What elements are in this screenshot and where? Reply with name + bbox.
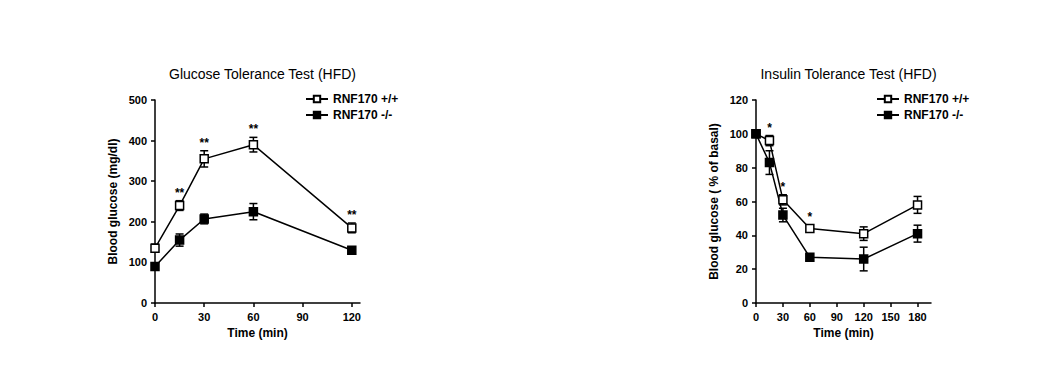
svg-text:60: 60 — [804, 311, 816, 323]
svg-text:80: 80 — [736, 162, 748, 174]
svg-text:120: 120 — [855, 311, 873, 323]
svg-text:Time (min): Time (min) — [227, 326, 287, 340]
svg-text:300: 300 — [129, 175, 147, 187]
svg-text:**: ** — [200, 136, 210, 150]
svg-text:60: 60 — [736, 196, 748, 208]
svg-text:0: 0 — [141, 297, 147, 309]
svg-text:*: * — [808, 210, 813, 224]
svg-text:30: 30 — [777, 311, 789, 323]
svg-text:90: 90 — [831, 311, 843, 323]
svg-text:Blood glucose ( % of basal): Blood glucose ( % of basal) — [707, 123, 721, 280]
svg-text:Glucose Tolerance Test (HFD): Glucose Tolerance Test (HFD) — [169, 66, 356, 82]
svg-text:Insulin Tolerance Test (HFD): Insulin Tolerance Test (HFD) — [760, 66, 936, 82]
svg-text:RNF170 -/-: RNF170 -/- — [904, 108, 963, 122]
svg-text:Time (min): Time (min) — [813, 326, 873, 340]
svg-text:RNF170 +/+: RNF170 +/+ — [904, 92, 969, 106]
svg-text:*: * — [781, 180, 786, 194]
svg-text:400: 400 — [129, 135, 147, 147]
svg-text:Blood glucose (mg/dl): Blood glucose (mg/dl) — [106, 139, 120, 265]
svg-text:RNF170 -/-: RNF170 -/- — [333, 108, 392, 122]
svg-text:0: 0 — [152, 311, 158, 323]
svg-text:**: ** — [175, 186, 185, 200]
svg-text:40: 40 — [736, 229, 748, 241]
svg-text:200: 200 — [129, 216, 147, 228]
svg-text:**: ** — [249, 122, 259, 136]
svg-text:0: 0 — [753, 311, 759, 323]
svg-text:120: 120 — [343, 311, 361, 323]
svg-text:100: 100 — [730, 128, 748, 140]
svg-text:90: 90 — [296, 311, 308, 323]
svg-text:0: 0 — [742, 297, 748, 309]
svg-text:100: 100 — [129, 256, 147, 268]
svg-text:20: 20 — [736, 263, 748, 275]
svg-text:150: 150 — [881, 311, 899, 323]
svg-text:120: 120 — [730, 94, 748, 106]
svg-text:60: 60 — [247, 311, 259, 323]
svg-text:**: ** — [347, 208, 357, 222]
svg-text:30: 30 — [198, 311, 210, 323]
svg-text:500: 500 — [129, 94, 147, 106]
svg-text:*: * — [767, 121, 772, 135]
svg-text:RNF170 +/+: RNF170 +/+ — [333, 92, 398, 106]
svg-text:180: 180 — [908, 311, 926, 323]
